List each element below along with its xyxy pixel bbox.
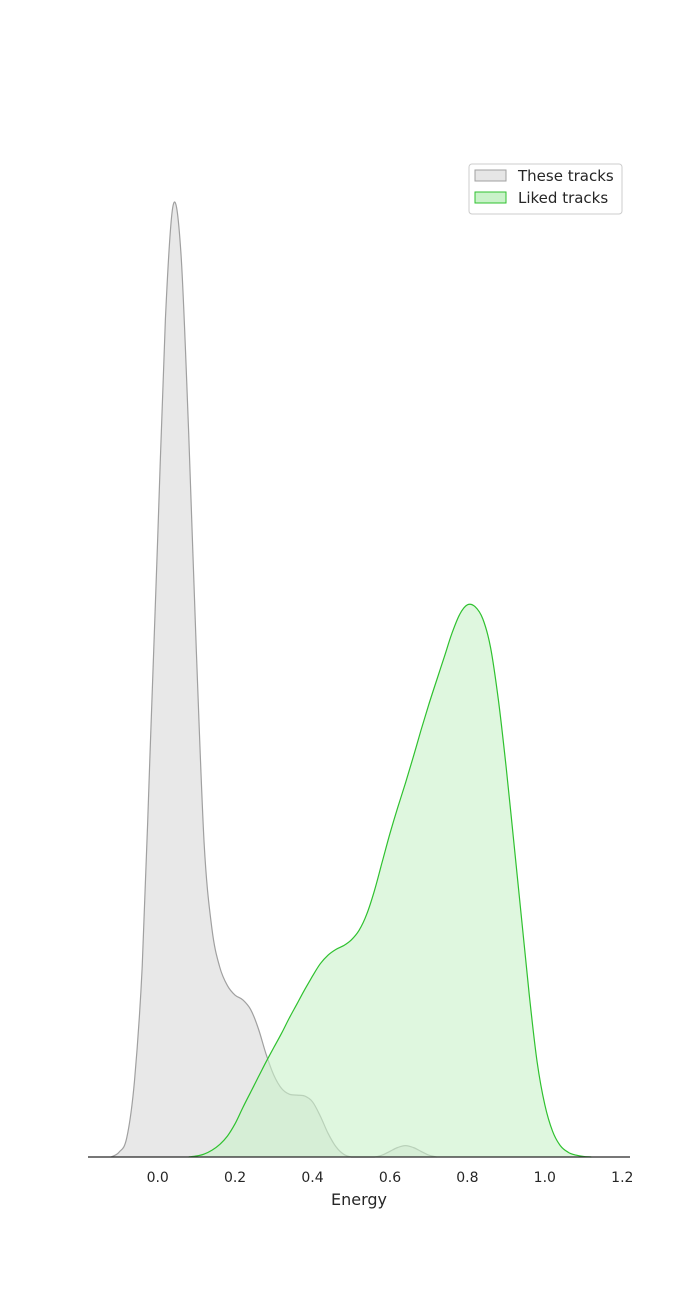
legend-swatch	[474, 191, 507, 204]
x-axis-label: Energy	[331, 1190, 387, 1209]
legend-label: Liked tracks	[518, 189, 608, 207]
legend-box	[468, 163, 623, 215]
x-tick-label: 0.0	[147, 1170, 169, 1186]
x-ticks: 0.0 0.2 0.4 0.6 0.8 1.0 1.2	[147, 1170, 634, 1186]
x-tick-label: 0.6	[379, 1170, 401, 1186]
x-tick-label: 0.8	[456, 1170, 478, 1186]
series-area-0	[111, 202, 437, 1158]
x-tick-label: 0.2	[224, 1170, 246, 1186]
legend-swatch	[474, 169, 507, 182]
legend-label: These tracks	[517, 167, 614, 185]
legend: These tracks Liked tracks	[468, 163, 623, 215]
x-tick-label: 1.0	[534, 1170, 556, 1186]
x-tick-label: 0.4	[301, 1170, 323, 1186]
curves-layer	[110, 201, 592, 1158]
series-line-1	[188, 603, 592, 1158]
x-tick-label: 1.2	[611, 1170, 633, 1186]
